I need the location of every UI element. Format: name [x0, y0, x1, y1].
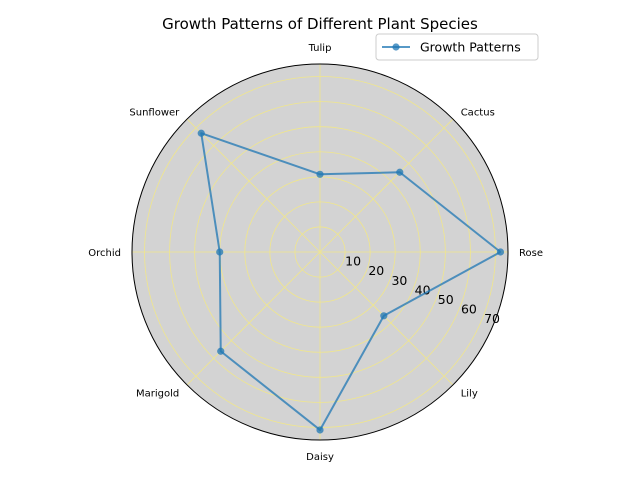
- category-label-rose: Rose: [519, 248, 543, 259]
- radial-tick-label: 20: [368, 263, 384, 278]
- category-label-lily: Lily: [461, 389, 478, 400]
- data-point-cactus: [396, 168, 404, 176]
- data-point-marigold: [217, 347, 225, 355]
- radial-tick-label: 50: [438, 292, 454, 307]
- plot-area: Rose Cactus Tulip Sunflower Orchid Marigold Da…: [88, 43, 543, 463]
- data-point-daisy: [316, 426, 324, 434]
- category-label-cactus: Cactus: [461, 107, 495, 118]
- legend-marker: [392, 43, 400, 51]
- category-label-daisy: Daisy: [306, 452, 334, 463]
- angular-grid-line: [319, 118, 454, 253]
- angular-grid-line: [186, 118, 321, 253]
- data-point-tulip: [316, 170, 324, 178]
- data-point-orchid: [216, 248, 224, 256]
- polar-frame: [131, 63, 509, 441]
- legend: Growth Patterns: [375, 33, 539, 61]
- angular-grid-line: [186, 251, 321, 386]
- category-label-orchid: Orchid: [88, 248, 121, 259]
- category-label-sunflower: Sunflower: [129, 107, 180, 118]
- data-point-rose: [496, 248, 505, 256]
- chart-title: Growth Patterns of Different Plant Speci…: [162, 15, 478, 33]
- angular-grid-line: [319, 251, 454, 386]
- radial-tick-label: 30: [391, 273, 407, 288]
- legend-box: [375, 33, 539, 61]
- radial-tick-label: 70: [484, 311, 500, 326]
- category-label-marigold: Marigold: [136, 389, 179, 400]
- radial-tick-label: 40: [415, 282, 431, 297]
- data-point-lily: [380, 312, 388, 320]
- radial-tick-label: 10: [345, 254, 361, 269]
- radial-tick-label: 60: [461, 302, 477, 317]
- data-point-sunflower: [197, 129, 205, 137]
- category-label-tulip: Tulip: [308, 43, 332, 54]
- legend-label: Growth Patterns: [420, 40, 521, 55]
